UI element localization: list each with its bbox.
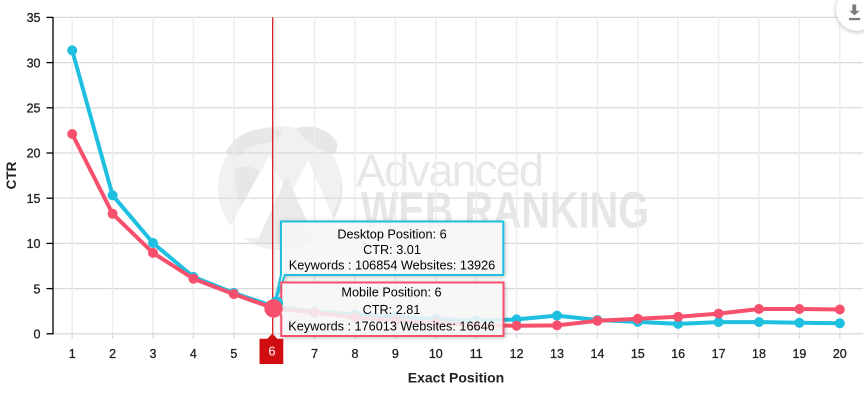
svg-text:11: 11: [470, 347, 483, 361]
svg-text:15: 15: [27, 192, 41, 206]
svg-text:9: 9: [392, 347, 399, 361]
svg-text:13: 13: [550, 347, 564, 361]
svg-text:3: 3: [150, 347, 157, 361]
svg-text:19: 19: [792, 347, 806, 361]
svg-text:4: 4: [190, 347, 197, 361]
svg-text:12: 12: [510, 347, 524, 361]
svg-text:20: 20: [833, 347, 847, 361]
svg-text:25: 25: [27, 102, 41, 116]
svg-text:16: 16: [671, 347, 685, 361]
svg-text:Exact Position: Exact Position: [408, 369, 504, 385]
svg-text:5: 5: [230, 347, 237, 361]
svg-text:7: 7: [311, 347, 318, 361]
svg-text:5: 5: [34, 282, 41, 296]
svg-text:17: 17: [712, 347, 726, 361]
svg-text:18: 18: [752, 347, 766, 361]
svg-text:10: 10: [27, 237, 41, 251]
svg-text:1: 1: [69, 347, 76, 361]
svg-text:Keywords : 106854 Websites: 13: Keywords : 106854 Websites: 13926: [289, 258, 495, 272]
svg-text:CTR: CTR: [4, 161, 19, 189]
svg-text:CTR: 3.01: CTR: 3.01: [363, 243, 421, 257]
svg-text:Keywords : 176013 Websites: 16: Keywords : 176013 Websites: 16646: [288, 320, 494, 334]
svg-text:20: 20: [27, 147, 41, 161]
svg-text:0: 0: [34, 328, 41, 342]
svg-text:10: 10: [429, 347, 443, 361]
svg-text:Mobile Position: 6: Mobile Position: 6: [341, 286, 441, 300]
svg-text:6: 6: [268, 344, 275, 359]
svg-text:8: 8: [352, 347, 359, 361]
svg-text:CTR: 2.81: CTR: 2.81: [363, 303, 421, 317]
svg-text:15: 15: [631, 347, 645, 361]
svg-text:2: 2: [109, 347, 116, 361]
svg-text:14: 14: [590, 347, 604, 361]
svg-text:35: 35: [27, 11, 41, 25]
svg-text:30: 30: [27, 56, 41, 70]
svg-text:Desktop Position: 6: Desktop Position: 6: [337, 228, 446, 242]
